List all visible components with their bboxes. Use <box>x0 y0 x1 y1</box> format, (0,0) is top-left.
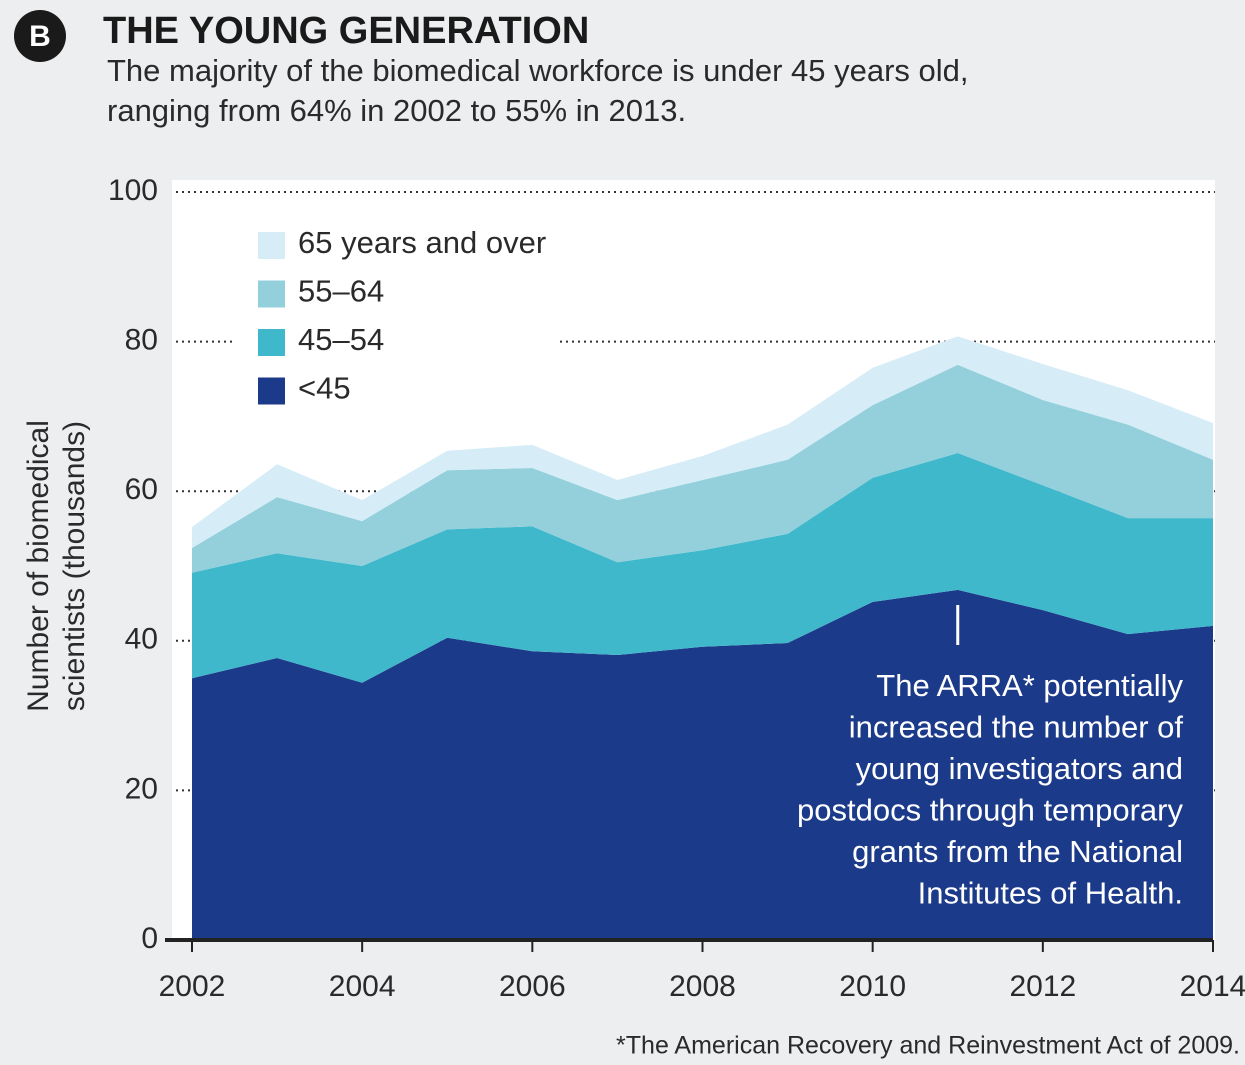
chart-title: THE YOUNG GENERATION <box>103 10 589 52</box>
x-tick-label: 2014 <box>1180 970 1245 1003</box>
y-axis-label: scientists (thousands) <box>58 421 91 711</box>
y-tick-label: 60 <box>125 473 158 506</box>
x-tick-label: 2012 <box>1009 970 1076 1003</box>
y-tick-label: 100 <box>108 174 158 207</box>
subtitle: ranging from 64% in 2002 to 55% in 2013. <box>107 93 686 128</box>
area <box>192 589 1213 940</box>
badge-circle <box>14 10 66 62</box>
annotation: grants from the National <box>852 834 1183 869</box>
legend-swatch <box>258 329 285 356</box>
legend-label: 65 years and over <box>298 225 546 260</box>
footnote: *The American Recovery and Reinvestment … <box>616 1032 1240 1060</box>
subtitle: The majority of the biomedical workforce… <box>107 53 969 88</box>
y-tick-label: 80 <box>125 324 158 357</box>
x-tick-label: 2006 <box>499 970 566 1003</box>
legend-box <box>236 220 560 410</box>
x-tick-label: 2004 <box>329 970 396 1003</box>
y-axis-label: Number of biomedical <box>22 420 55 712</box>
annotation: increased the number of <box>849 710 1184 745</box>
legend-label: <45 <box>298 371 351 406</box>
legend-label: 55–64 <box>298 274 384 309</box>
annotation: The ARRA* potentially <box>876 668 1183 703</box>
badge: B <box>29 20 51 53</box>
annotation: young investigators and <box>856 751 1183 786</box>
legend-label: 45–54 <box>298 322 384 357</box>
area <box>192 453 1213 683</box>
area <box>192 364 1213 573</box>
y-tick-label: 20 <box>125 772 158 805</box>
x-tick-label: 2010 <box>839 970 906 1003</box>
legend-swatch <box>258 377 285 405</box>
annotation: Institutes of Health. <box>918 876 1183 911</box>
y-tick-label: 0 <box>141 922 158 955</box>
annotation: postdocs through temporary <box>797 793 1183 828</box>
y-tick-label: 40 <box>125 623 158 656</box>
x-tick-label: 2002 <box>159 970 226 1003</box>
legend-swatch <box>258 280 285 308</box>
legend-swatch <box>258 232 285 259</box>
x-tick-label: 2008 <box>669 970 736 1003</box>
